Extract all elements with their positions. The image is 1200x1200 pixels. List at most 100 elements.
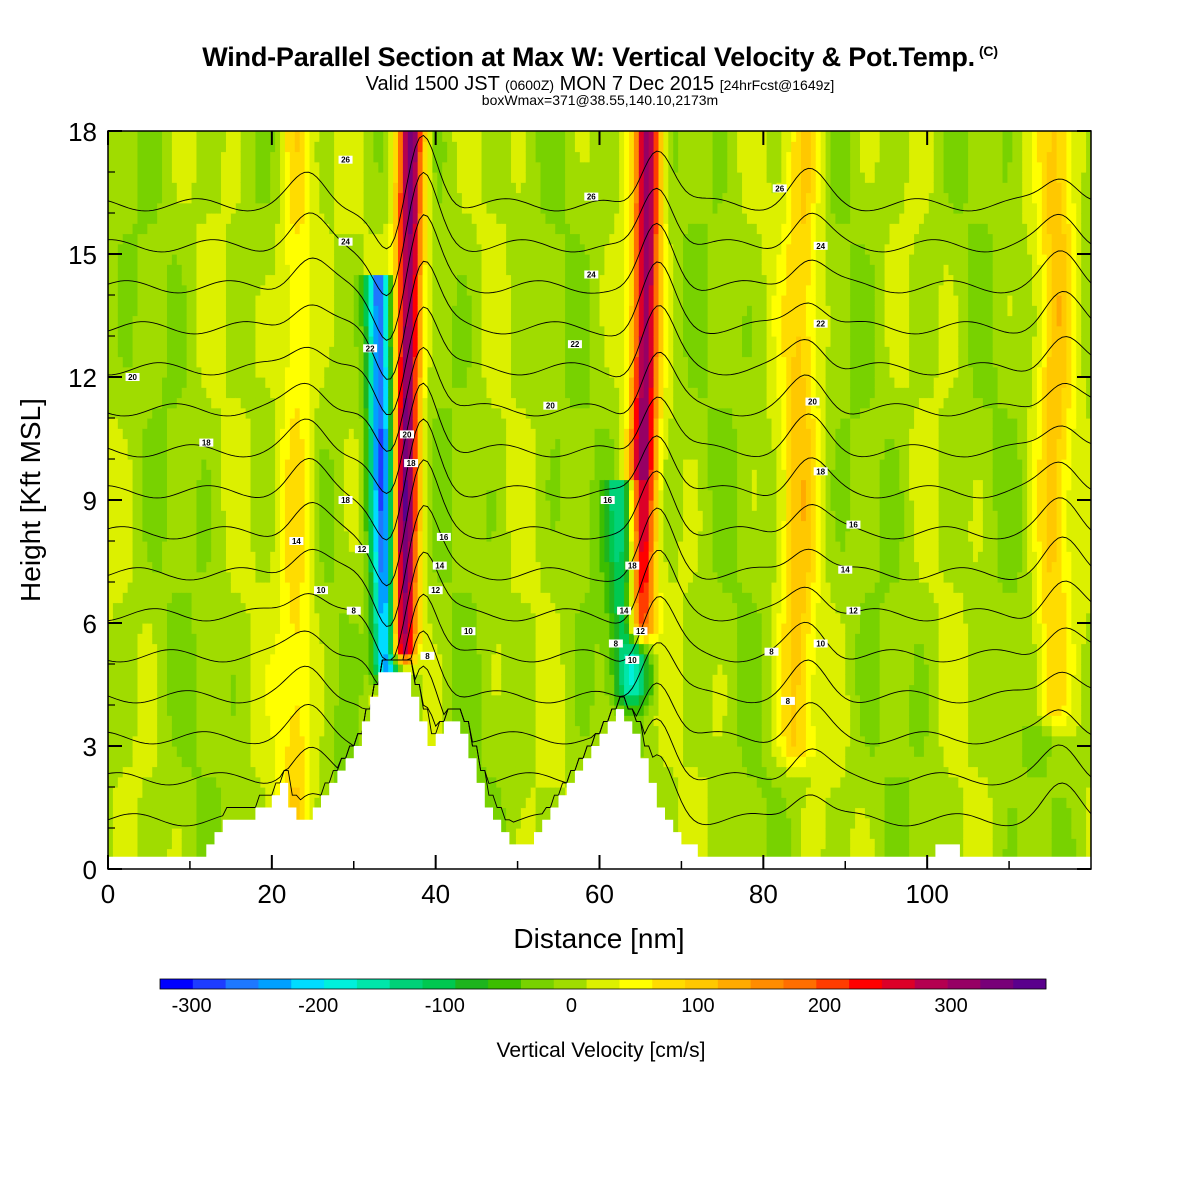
- velocity-cell: [329, 695, 335, 706]
- velocity-cell: [118, 131, 124, 142]
- velocity-cell: [265, 408, 271, 419]
- velocity-cell: [196, 603, 202, 614]
- velocity-cell: [329, 490, 335, 501]
- velocity-cell: [300, 264, 306, 275]
- velocity-cell: [201, 346, 207, 357]
- velocity-cell: [319, 377, 325, 388]
- velocity-cell: [231, 418, 237, 429]
- velocity-cell: [305, 152, 311, 163]
- velocity-cell: [182, 418, 188, 429]
- velocity-cell: [133, 387, 139, 398]
- velocity-cell: [113, 623, 119, 634]
- velocity-cell: [167, 633, 173, 644]
- velocity-cell: [432, 244, 438, 255]
- velocity-cell: [270, 346, 276, 357]
- velocity-cell: [344, 336, 350, 347]
- velocity-cell: [260, 623, 266, 634]
- velocity-cell: [192, 418, 198, 429]
- velocity-cell: [182, 500, 188, 511]
- velocity-cell: [437, 674, 443, 685]
- velocity-cell: [133, 838, 139, 849]
- velocity-cell: [182, 664, 188, 675]
- velocity-cell: [221, 285, 227, 296]
- velocity-cell: [113, 316, 119, 327]
- velocity-cell: [246, 685, 252, 696]
- velocity-cell: [196, 705, 202, 716]
- velocity-cell: [398, 316, 404, 327]
- velocity-cell: [251, 203, 257, 214]
- velocity-cell: [137, 695, 143, 706]
- velocity-cell: [108, 418, 114, 429]
- velocity-cell: [231, 275, 237, 286]
- velocity-cell: [413, 275, 419, 286]
- velocity-cell: [152, 193, 158, 204]
- velocity-cell: [231, 562, 237, 573]
- velocity-cell: [211, 398, 217, 409]
- velocity-cell: [177, 305, 183, 316]
- velocity-cell: [108, 162, 114, 173]
- velocity-cell: [167, 367, 173, 378]
- velocity-cell: [418, 367, 424, 378]
- velocity-cell: [314, 490, 320, 501]
- velocity-cell: [442, 592, 448, 603]
- velocity-cell: [206, 223, 212, 234]
- velocity-cell: [324, 316, 330, 327]
- velocity-cell: [324, 213, 330, 224]
- velocity-cell: [354, 234, 360, 245]
- velocity-cell: [290, 213, 296, 224]
- velocity-cell: [221, 521, 227, 532]
- velocity-cell: [231, 193, 237, 204]
- velocity-cell: [427, 449, 433, 460]
- velocity-cell: [260, 439, 266, 450]
- velocity-cell: [354, 131, 360, 142]
- velocity-cell: [324, 664, 330, 675]
- velocity-cell: [128, 562, 134, 573]
- velocity-cell: [423, 510, 429, 521]
- velocity-cell: [290, 285, 296, 296]
- velocity-cell: [177, 767, 183, 778]
- velocity-cell: [408, 316, 414, 327]
- velocity-cell: [423, 428, 429, 439]
- velocity-cell: [300, 131, 306, 142]
- velocity-cell: [344, 480, 350, 491]
- velocity-cell: [172, 664, 178, 675]
- velocity-cell: [241, 459, 247, 470]
- velocity-cell: [442, 551, 448, 562]
- velocity-cell: [192, 326, 198, 337]
- velocity-cell: [226, 746, 232, 757]
- velocity-cell: [251, 131, 257, 142]
- velocity-cell: [231, 182, 237, 193]
- velocity-cell: [187, 510, 193, 521]
- velocity-cell: [265, 521, 271, 532]
- velocity-cell: [123, 797, 129, 808]
- velocity-cell: [359, 685, 365, 696]
- velocity-cell: [319, 490, 325, 501]
- velocity-cell: [383, 613, 389, 624]
- velocity-cell: [231, 264, 237, 275]
- velocity-cell: [310, 223, 316, 234]
- velocity-cell: [388, 459, 394, 470]
- velocity-cell: [182, 193, 188, 204]
- velocity-cell: [354, 623, 360, 634]
- velocity-cell: [162, 316, 168, 327]
- velocity-cell: [162, 172, 168, 183]
- velocity-cell: [157, 644, 163, 655]
- velocity-cell: [167, 275, 173, 286]
- velocity-cell: [324, 726, 330, 737]
- velocity-cell: [349, 377, 355, 388]
- velocity-cell: [137, 213, 143, 224]
- velocity-cell: [432, 428, 438, 439]
- velocity-cell: [319, 562, 325, 573]
- velocity-cell: [369, 418, 375, 429]
- velocity-cell: [388, 162, 394, 173]
- velocity-cell: [295, 193, 301, 204]
- velocity-cell: [157, 357, 163, 368]
- velocity-cell: [226, 295, 232, 306]
- velocity-cell: [349, 264, 355, 275]
- velocity-cell: [260, 726, 266, 737]
- velocity-cell: [437, 326, 443, 337]
- velocity-cell: [108, 562, 114, 573]
- velocity-cell: [211, 510, 217, 521]
- velocity-cell: [378, 141, 384, 152]
- velocity-cell: [442, 367, 448, 378]
